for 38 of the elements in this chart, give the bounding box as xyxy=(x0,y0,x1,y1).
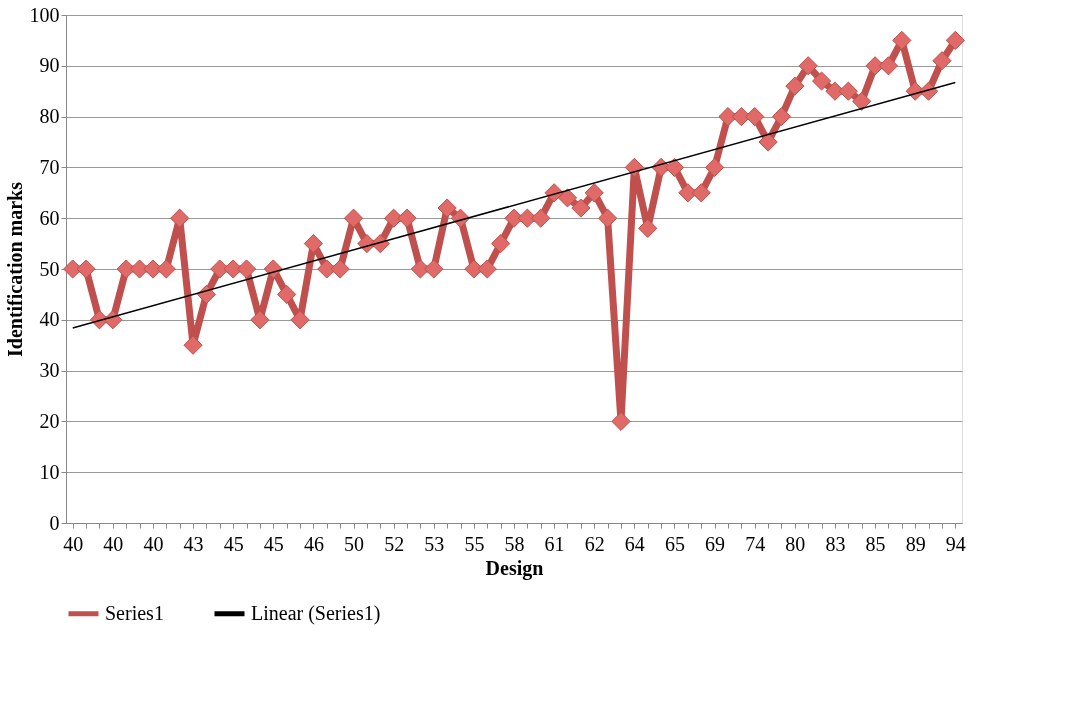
y-tick-label: 10 xyxy=(39,460,60,483)
x-tick-label: 40 xyxy=(143,532,164,555)
x-tick-label: 61 xyxy=(544,532,565,555)
x-tick-label: 94 xyxy=(945,532,966,555)
x-axis-title: Design xyxy=(485,556,544,580)
x-tick-label: 55 xyxy=(464,532,485,555)
y-tick-label: 20 xyxy=(39,409,60,432)
x-tick-label: 80 xyxy=(785,532,806,555)
x-tick-label: 43 xyxy=(183,532,204,555)
y-tick-label: 80 xyxy=(39,105,60,128)
x-tick-label: 65 xyxy=(664,532,685,555)
y-tick-label: 40 xyxy=(39,308,60,331)
legend-label: Linear (Series1) xyxy=(251,601,381,625)
x-tick-label: 40 xyxy=(103,532,124,555)
y-axis-title: Identification marks xyxy=(3,181,26,357)
x-tick-label: 74 xyxy=(745,532,766,555)
x-tick-label: 45 xyxy=(263,532,284,555)
x-tick-label: 52 xyxy=(384,532,405,555)
y-tick-label: 0 xyxy=(49,511,60,534)
x-tick-label: 45 xyxy=(223,532,244,555)
x-tick-label: 46 xyxy=(303,532,324,555)
x-tick-label: 83 xyxy=(825,532,846,555)
x-tick-label: 89 xyxy=(905,532,926,555)
y-tick-label: 100 xyxy=(29,3,60,26)
y-tick-label: 30 xyxy=(39,359,60,382)
y-tick-label: 60 xyxy=(39,206,60,229)
x-tick-label: 64 xyxy=(624,532,645,555)
legend-label: Series1 xyxy=(105,601,164,624)
y-tick-label: 90 xyxy=(39,54,60,77)
x-tick-label: 62 xyxy=(584,532,605,555)
x-tick-label: 58 xyxy=(504,532,525,555)
y-tick-label: 50 xyxy=(39,257,60,280)
x-tick-label: 85 xyxy=(865,532,886,555)
x-tick-label: 50 xyxy=(344,532,365,555)
y-tick-label: 70 xyxy=(39,155,60,178)
x-tick-label: 40 xyxy=(63,532,84,555)
x-tick-label: 69 xyxy=(705,532,726,555)
x-tick-label: 53 xyxy=(424,532,445,555)
